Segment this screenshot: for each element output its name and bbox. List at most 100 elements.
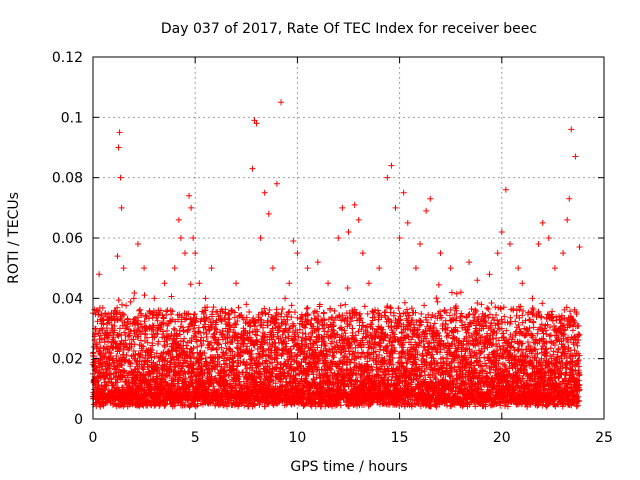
data-point <box>106 371 113 378</box>
data-point <box>325 280 332 287</box>
data-point <box>417 241 424 248</box>
data-point <box>123 302 130 309</box>
data-point <box>130 336 137 343</box>
data-point <box>359 250 366 257</box>
data-point <box>266 307 273 314</box>
data-point <box>390 309 397 316</box>
data-point <box>208 265 215 272</box>
data-point <box>122 337 129 344</box>
data-point <box>566 195 573 202</box>
data-point <box>273 306 280 313</box>
data-point <box>170 325 177 332</box>
data-point <box>123 352 130 359</box>
data-point <box>253 120 260 127</box>
data-point <box>116 129 123 136</box>
data-point <box>149 340 156 347</box>
data-point <box>131 289 138 296</box>
data-point <box>99 326 106 333</box>
data-point <box>251 117 258 124</box>
data-point <box>278 310 285 317</box>
data-point <box>551 265 558 272</box>
data-point <box>94 343 101 350</box>
data-point <box>96 271 103 278</box>
data-point <box>291 309 298 316</box>
data-point <box>395 305 402 312</box>
data-point <box>539 219 546 226</box>
data-point <box>427 195 434 202</box>
data-point <box>486 271 493 278</box>
data-point <box>139 354 146 361</box>
data-point <box>163 308 170 315</box>
data-point <box>151 295 158 302</box>
data-point <box>418 310 425 317</box>
data-point <box>384 174 391 181</box>
data-point <box>128 343 135 350</box>
data-point <box>140 366 147 373</box>
data-point <box>105 378 112 385</box>
data-point <box>535 241 542 248</box>
data-point <box>181 250 188 257</box>
data-point <box>572 153 579 160</box>
data-point <box>288 302 295 309</box>
data-point <box>175 216 182 223</box>
data-point <box>171 265 178 272</box>
data-point <box>105 338 112 345</box>
data-point <box>164 307 171 314</box>
data-point <box>304 265 311 272</box>
data-point <box>144 357 151 364</box>
data-point <box>119 310 126 317</box>
data-point <box>105 311 112 318</box>
data-point <box>560 250 567 257</box>
data-point <box>361 303 368 310</box>
data-point <box>119 362 126 369</box>
data-point <box>303 305 310 312</box>
data-point <box>568 126 575 133</box>
data-point <box>337 302 344 309</box>
data-point <box>99 317 106 324</box>
data-point <box>412 265 419 272</box>
data-point <box>290 238 297 245</box>
data-point <box>116 325 123 332</box>
data-point <box>474 277 481 284</box>
data-point <box>235 304 242 311</box>
data-point <box>186 192 193 199</box>
data-point <box>226 315 233 322</box>
data-point <box>202 295 209 302</box>
data-point <box>117 174 124 181</box>
data-point <box>130 295 137 302</box>
data-point <box>116 348 123 355</box>
data-point <box>519 280 526 287</box>
data-point <box>365 280 372 287</box>
data-point <box>134 314 141 321</box>
data-point <box>246 308 253 315</box>
data-point <box>143 334 150 341</box>
data-point <box>127 359 134 366</box>
data-point <box>146 315 153 322</box>
data-point <box>359 322 366 329</box>
data-point <box>168 311 175 318</box>
data-point <box>421 302 428 309</box>
data-point <box>273 180 280 187</box>
data-point <box>192 250 199 257</box>
data-point <box>130 348 137 355</box>
data-point <box>294 250 301 257</box>
data-point <box>121 329 128 336</box>
data-point <box>141 265 148 272</box>
data-point <box>387 304 394 311</box>
data-point <box>564 216 571 223</box>
data-point <box>233 280 240 287</box>
data-point <box>202 354 209 361</box>
data-point <box>320 309 327 316</box>
data-point <box>196 280 203 287</box>
data-point <box>243 301 250 308</box>
data-point <box>102 310 109 317</box>
data-point <box>105 345 112 352</box>
data-point <box>147 346 154 353</box>
data-point <box>304 304 311 311</box>
data-point <box>118 204 125 211</box>
data-point <box>278 99 285 106</box>
data-point <box>498 228 505 235</box>
chart-title: Day 037 of 2017, Rate Of TEC Index for r… <box>161 21 537 37</box>
data-point <box>257 235 264 241</box>
